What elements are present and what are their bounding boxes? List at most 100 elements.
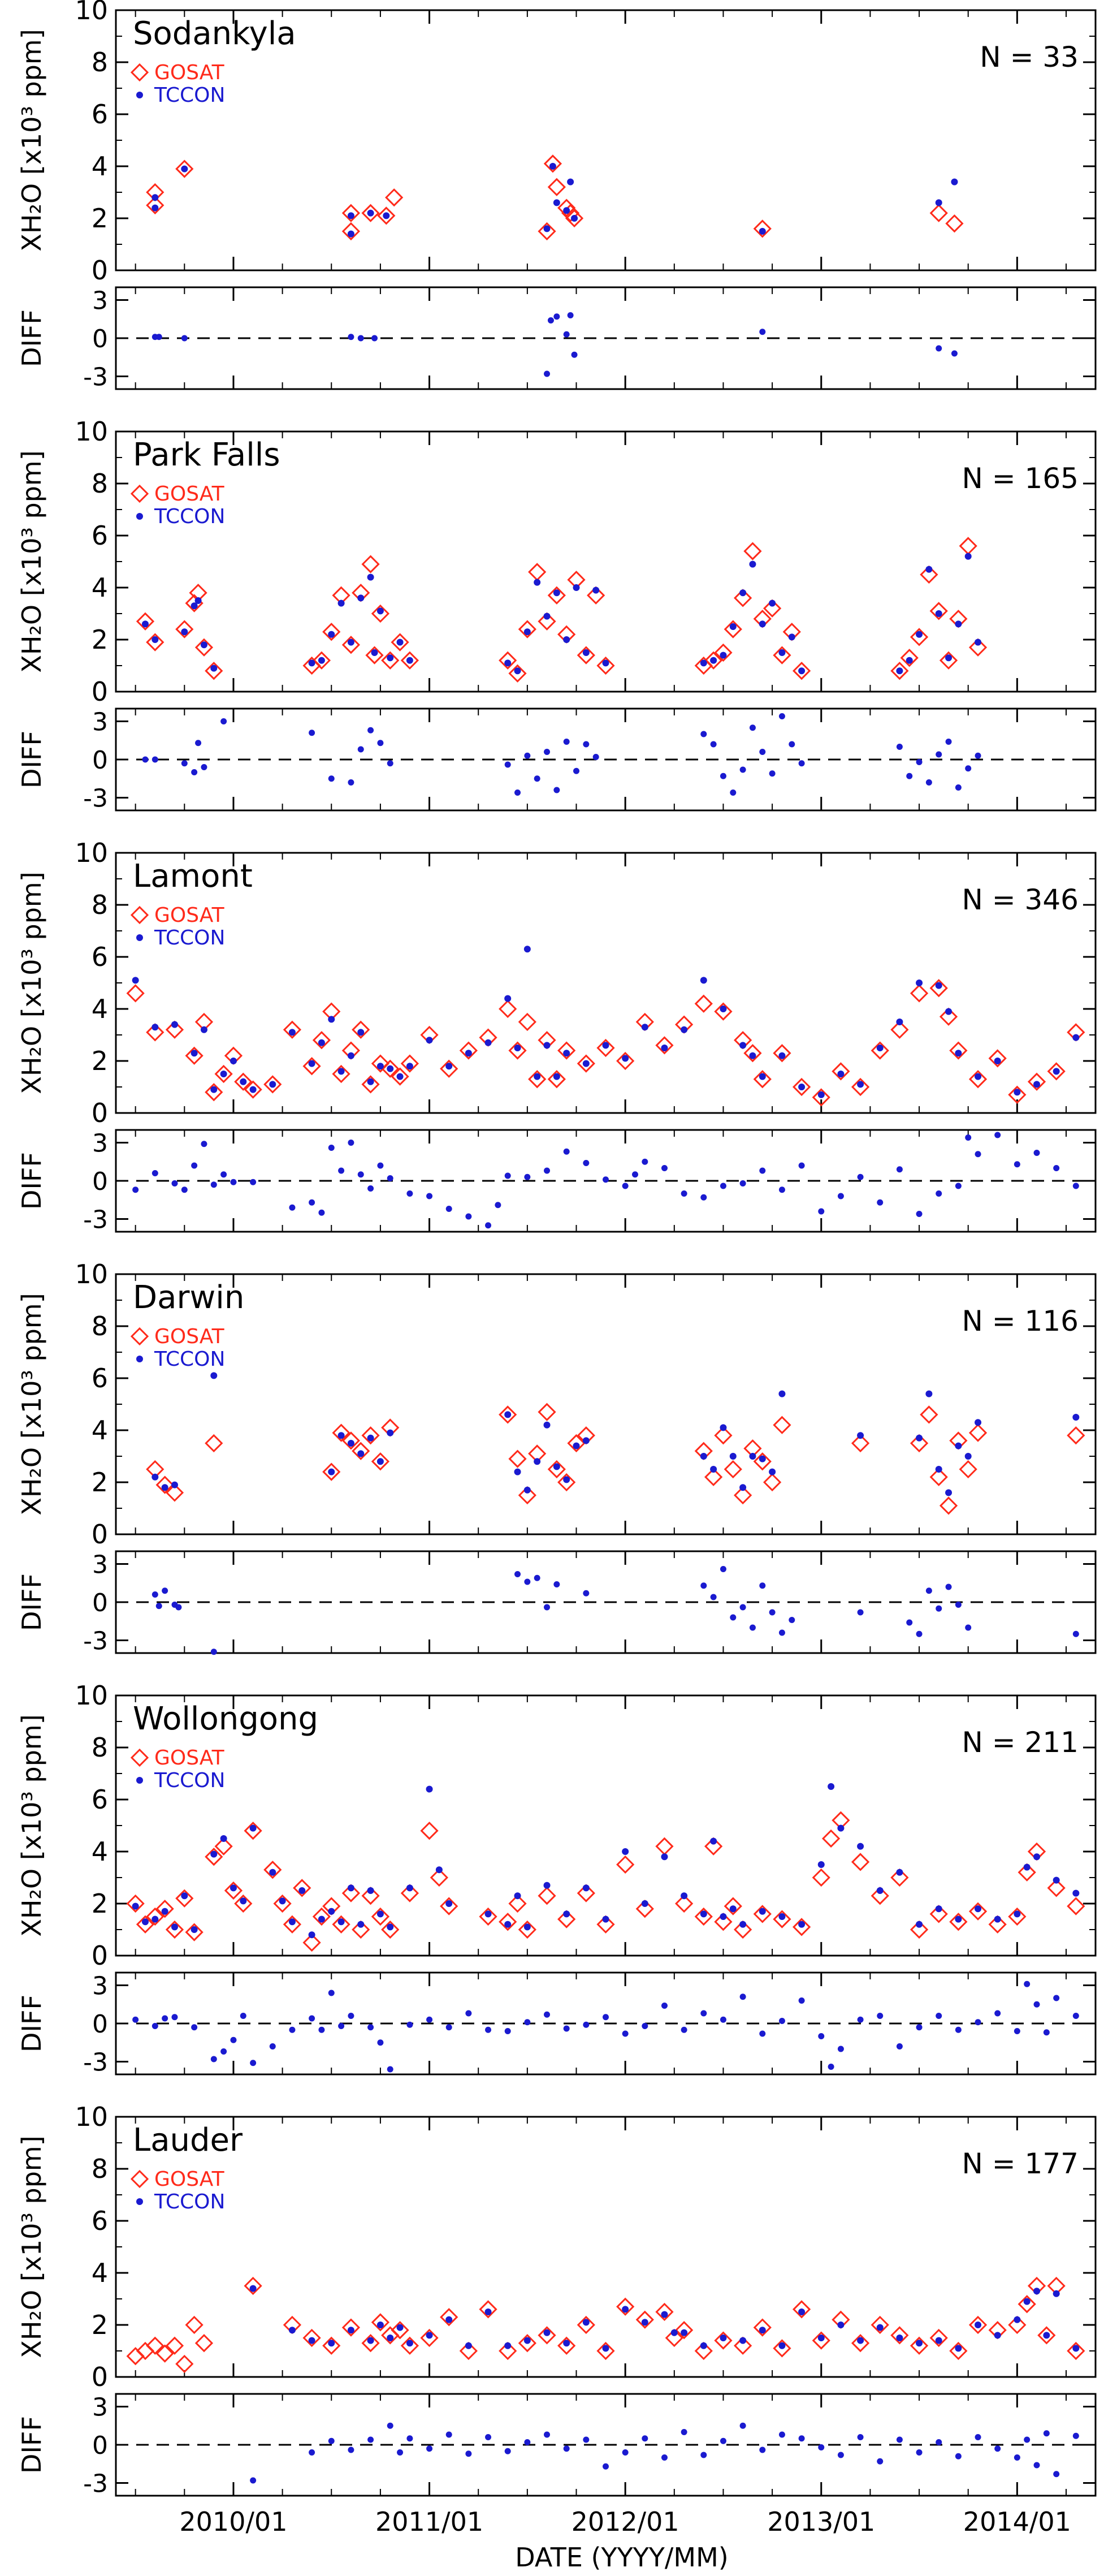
main-y-tick-label: 8 [92,468,108,499]
diff-point [132,2016,139,2023]
gosat-point [851,1077,870,1097]
diff-point [681,2429,687,2435]
diff-point [162,1587,168,1594]
diff-point [1033,1150,1040,1156]
tccon-point [935,199,942,206]
gosat-point [577,1884,595,1902]
tccon-point [563,1050,570,1057]
tccon-point [975,1905,982,1913]
tccon-point [181,165,188,172]
tccon-point [426,1785,433,1793]
gosat-point [234,1894,253,1913]
gosat-point [939,1007,958,1026]
tccon-point [151,1915,159,1923]
diff-point [603,1176,609,1183]
tccon-point [916,1921,923,1928]
diff-point [524,1173,531,1180]
tccon-point [573,584,580,591]
diff-point [210,1181,217,1188]
diff-point [191,1162,198,1169]
tccon-point [230,1058,237,1064]
tccon-point [567,178,574,185]
tccon-point [798,1921,806,1928]
gosat-point [694,2341,713,2361]
tccon-point [994,2332,1001,2339]
gosat-point [312,651,331,670]
tccon-point [817,2335,825,2341]
gosat-point [1037,2326,1056,2345]
tccon-point [318,1915,325,1923]
diff-point [387,2422,393,2429]
gosat-point [508,1449,527,1468]
legend-tccon-marker [136,1356,143,1362]
tccon-point [426,2332,433,2339]
gosat-point [400,1054,419,1073]
gosat-point [322,1462,341,1481]
gosat-point [929,2328,948,2348]
diff-point [195,740,202,747]
gosat-point [890,662,909,680]
diff-point [171,1180,178,1186]
diff-point [681,1190,687,1197]
diff-point [309,2449,315,2456]
tccon-point [210,665,218,672]
tccon-point [230,1884,237,1892]
tccon-point [553,199,560,206]
gosat-point [538,222,556,241]
gosat-point [733,589,752,607]
tccon-point [661,1853,668,1861]
gosat-point [175,620,194,638]
gosat-point [136,612,155,631]
gosat-point [538,1887,556,1905]
gosat-point [557,1041,576,1060]
main-y-tick-label: 8 [92,2154,108,2184]
tccon-point [504,659,512,667]
gosat-point [929,979,948,998]
gosat-point [714,643,733,662]
tccon-point [387,2335,394,2341]
tccon-point [367,1887,374,1894]
tccon-point [710,657,717,664]
diff-point [367,2436,374,2443]
gosat-point [185,2315,204,2335]
tccon-point [191,1050,198,1057]
gosat-point [391,2321,409,2340]
gosat-point [273,1894,292,1913]
gosat-point [753,1452,772,1471]
gosat-point [890,1020,909,1039]
legend-tccon-marker [136,92,143,98]
gosat-point [988,1049,1007,1068]
tccon-point [857,2337,864,2344]
gosat-point [616,2297,635,2316]
tccon-point [681,2329,688,2336]
tccon-point [396,638,404,646]
tccon-point [1053,1876,1060,1884]
diff-point [406,2435,413,2442]
diff-point [485,2026,492,2033]
tccon-point [347,212,354,219]
tccon-point [769,1468,776,1475]
diff-point [338,2023,345,2029]
diff-point [504,761,511,768]
tccon-point [945,1008,953,1015]
diff-point [759,2030,766,2037]
gosat-point [557,2336,576,2355]
tccon-point [896,2335,903,2341]
gosat-point [832,1062,850,1081]
tccon-point [778,1390,786,1397]
tccon-point [371,649,378,656]
diff-point [769,770,776,777]
diff-y-tick-label: 3 [92,1129,108,1158]
diff-point [201,764,207,770]
tccon-point [935,610,942,617]
diff-point [485,1222,492,1229]
tccon-point [200,641,207,649]
diff-point [739,766,746,773]
gosat-point [773,1910,791,1928]
gosat-point [733,1920,752,1939]
diff-point [710,741,717,748]
gosat-point [332,1915,350,1934]
gosat-point [400,1884,419,1902]
main-y-tick-label: 10 [75,416,108,447]
